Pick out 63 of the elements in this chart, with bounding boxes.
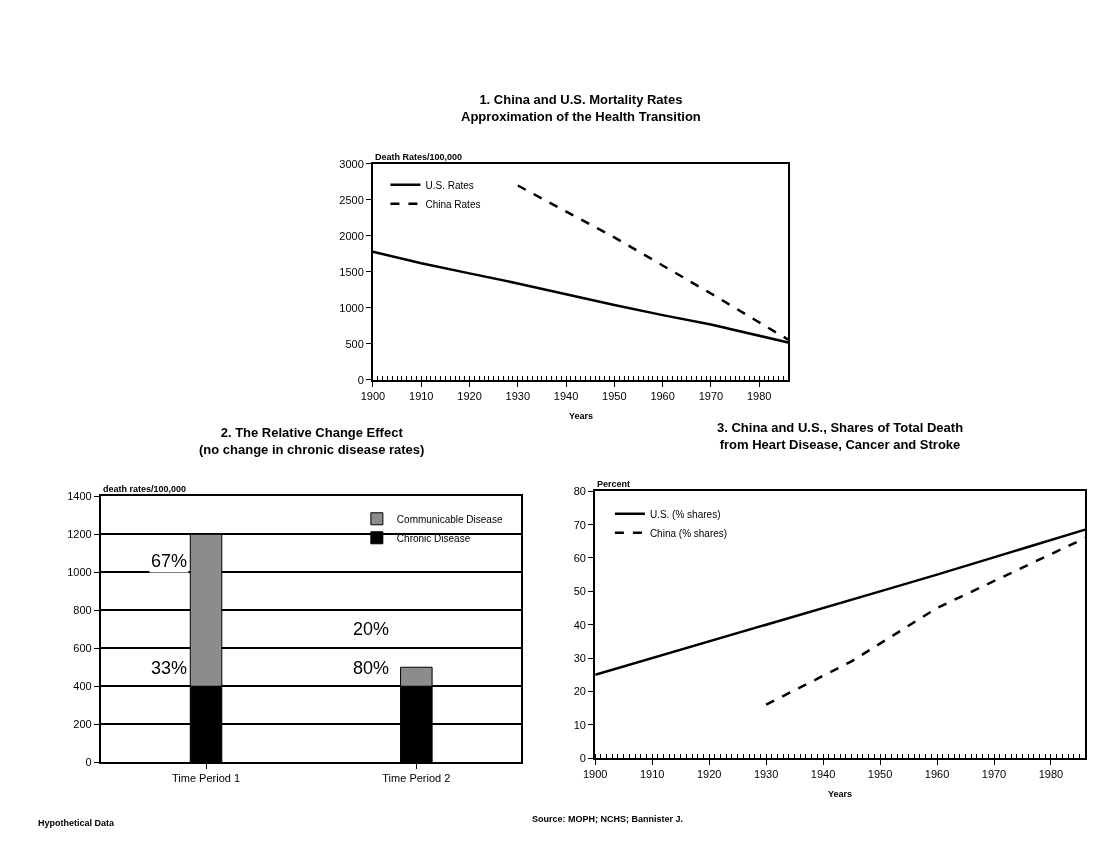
chart-title: 2. The Relative Change Effect (no change in chronic disease rates) [199,425,425,457]
y-tick-label: 1500 [339,265,364,278]
y-tick-label: 2500 [339,193,364,206]
y-tick-label: 10 [573,718,586,731]
x-tick-label: 1900 [360,390,386,403]
x-tick-label: 1970 [698,390,724,403]
x-tick-label: 1970 [981,768,1007,781]
y-tick-label: 30 [573,651,586,664]
x-tick-label: 1940 [810,768,836,781]
chart-title: 1. China and U.S. Mortality Rates Approximation of the Health Transition [461,92,701,124]
x-tick-label: 1940 [553,390,579,403]
y-tick-label: 600 [73,642,92,655]
y-tick-label: 1400 [67,490,92,503]
y-axis-title: Percent [597,479,631,489]
y-tick-label: 0 [579,751,586,764]
chart-title: 3. China and U.S., Shares of Total Death from Heart Disease, Cancer and Stroke [717,420,964,452]
x-tick-label: 1930 [753,768,779,781]
y-tick-label: 3000 [339,157,364,170]
source-note: Source: MOPH; NCHS; Bannister J. [532,814,684,824]
legend-label: Communicable Disease [396,513,503,525]
y-tick-label: 0 [85,756,92,769]
annotation: 67% [151,551,188,571]
annotation: 20% [353,619,390,639]
y-tick-label: 500 [345,337,364,350]
x-tick-label: Time Period 2 [382,772,451,785]
x-axis-title: Years [828,789,853,799]
x-tick-label: 1920 [457,390,482,403]
x-tick-label: 1950 [867,768,893,781]
legend-label: China (% shares) [649,527,728,539]
x-tick-label: 1950 [602,390,627,403]
x-tick-label: 1910 [409,390,434,403]
y-tick-label: 800 [73,604,92,617]
x-tick-label: 1910 [639,768,665,781]
annotation: 33% [151,658,188,678]
legend-label: U.S. (% shares) [649,508,721,520]
legend-label: China Rates [425,198,481,210]
x-tick-label: 1960 [650,390,675,403]
y-tick-label: 400 [73,680,92,693]
y-axis-title: death rates/100,000 [103,484,187,494]
x-tick-label: 1980 [746,390,772,403]
y-tick-label: 1000 [339,301,364,314]
y-tick-label: 1200 [67,528,92,541]
x-axis-title: Years [569,411,594,421]
y-tick-label: 1000 [67,566,92,579]
x-tick-label: 1920 [696,768,722,781]
annotation: 80% [353,658,390,678]
legend-label: U.S. Rates [425,179,474,191]
y-tick-label: 60 [573,551,586,564]
y-tick-label: 2000 [339,229,364,242]
x-tick-label: 1960 [924,768,950,781]
y-tick-label: 200 [73,718,92,731]
x-tick-label: 1930 [505,390,531,403]
y-tick-label: 20 [573,685,586,698]
y-tick-label: 50 [573,585,586,598]
y-tick-label: 0 [357,373,364,386]
y-tick-label: 80 [573,485,586,498]
y-tick-label: 70 [573,518,586,531]
y-tick-label: 40 [573,618,586,631]
text: Hypothetical Data [38,818,116,828]
y-axis-title: Death Rates/100,000 [375,152,463,162]
x-tick-label: 1900 [582,768,608,781]
x-tick-label: Time Period 1 [172,772,241,785]
x-tick-label: 1980 [1038,768,1064,781]
